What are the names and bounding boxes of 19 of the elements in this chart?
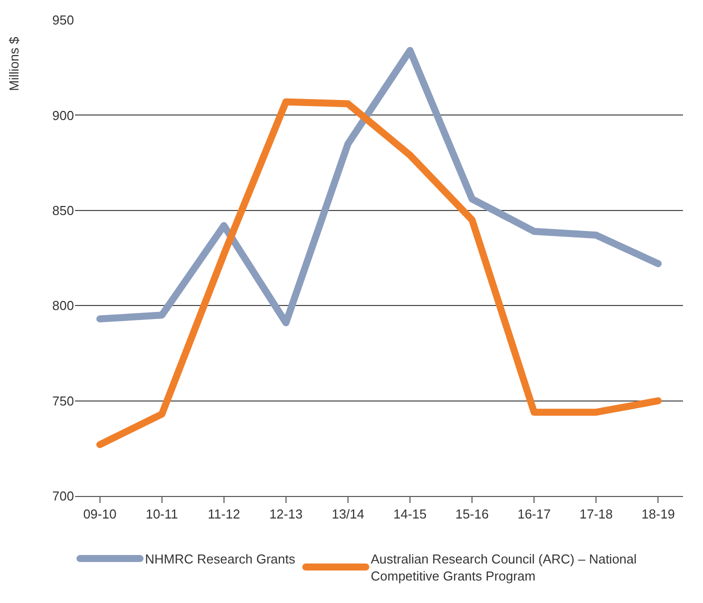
x-tick-label: 10-11: [146, 506, 178, 522]
legend-label: NHMRC Research Grants: [145, 552, 296, 567]
x-tick-label: 17-18: [580, 506, 613, 522]
x-tick-label: 15-16: [455, 506, 489, 522]
x-tick-label: 11-12: [208, 506, 240, 522]
y-tick-label: 900: [52, 108, 74, 123]
x-tick-label: 14-15: [393, 506, 427, 522]
x-tick-label: 09-10: [83, 506, 116, 522]
y-tick-label: 750: [52, 393, 74, 408]
y-tick-label: 950: [52, 12, 74, 28]
y-tick-label: 700: [52, 488, 74, 504]
legend-label: Australian Research Council (ARC) – National Competitive Grants Program: [370, 552, 637, 584]
x-tick-label: 16-17: [517, 506, 551, 522]
y-axis-title: Millions $: [6, 36, 22, 91]
x-tick-label: 18-19: [642, 506, 675, 522]
x-tick-label: 13/14: [332, 506, 364, 522]
x-tick-label: 12-13: [269, 506, 303, 522]
y-tick-label: 850: [52, 202, 74, 218]
y-tick-label: 800: [52, 298, 74, 314]
